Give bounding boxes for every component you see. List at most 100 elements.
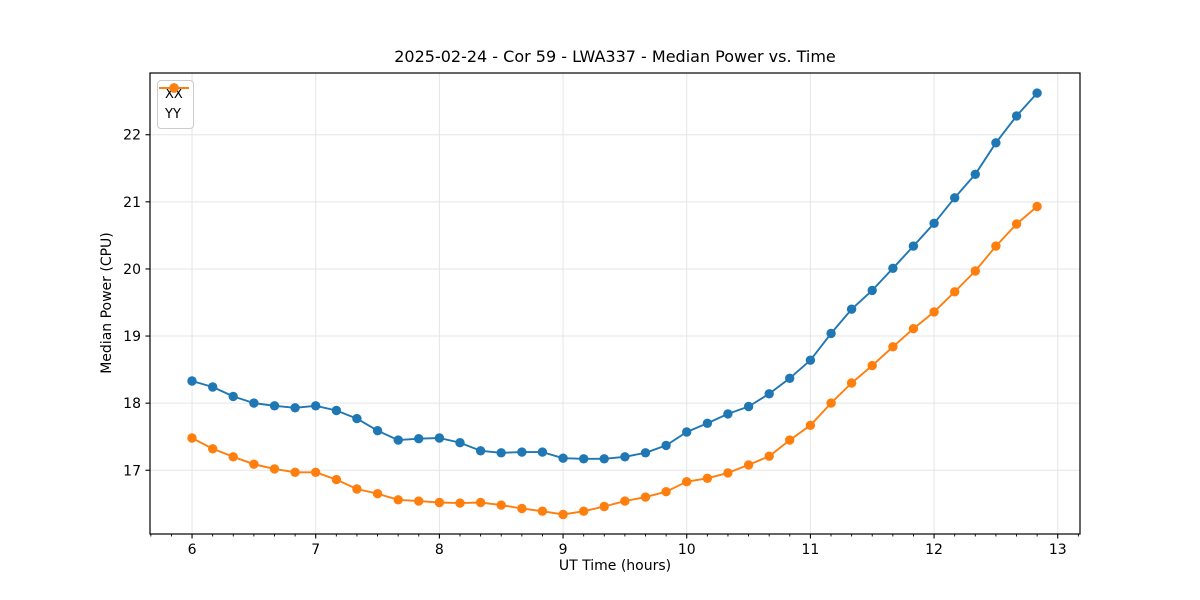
data-point-yy <box>785 435 795 445</box>
axes-frame <box>149 72 1081 535</box>
data-point-xx <box>846 304 857 314</box>
data-point-xx <box>434 433 445 443</box>
data-point-xx <box>249 398 259 408</box>
data-point-yy <box>599 501 609 512</box>
data-point-xx <box>743 401 754 412</box>
legend-label: XX <box>165 87 183 102</box>
data-point-xx <box>372 426 383 436</box>
y-tick-label: 18 <box>123 396 141 412</box>
data-point-yy <box>537 506 548 516</box>
data-point-xx <box>579 454 589 464</box>
data-point-xx <box>970 169 980 179</box>
data-point-xx <box>290 403 300 413</box>
data-point-yy <box>290 467 300 477</box>
data-point-xx <box>1032 88 1042 98</box>
x-tick-label: 7 <box>311 542 320 558</box>
data-point-yy <box>826 398 836 408</box>
data-point-xx <box>352 413 362 424</box>
data-point-xx <box>475 446 486 456</box>
data-point-xx <box>723 409 733 419</box>
legend-line-marker-swatch <box>159 83 189 93</box>
data-point-yy <box>352 484 362 494</box>
data-point-yy <box>1032 201 1042 212</box>
x-tick-label: 12 <box>925 542 943 558</box>
data-point-yy <box>620 496 630 506</box>
data-point-xx <box>661 440 671 451</box>
data-point-yy <box>908 324 919 334</box>
data-point-xx <box>599 454 609 464</box>
data-point-xx <box>991 138 1001 148</box>
data-point-xx <box>620 452 630 462</box>
legend: XX YY <box>157 80 194 129</box>
data-point-xx <box>805 355 816 365</box>
data-point-xx <box>867 285 877 296</box>
data-point-xx <box>228 391 238 402</box>
data-point-yy <box>702 473 713 483</box>
data-point-xx <box>496 448 506 458</box>
legend-item-yy: YY <box>159 83 189 124</box>
data-point-yy <box>579 506 589 516</box>
x-tick-label: 6 <box>188 542 197 558</box>
data-point-yy <box>372 489 383 499</box>
x-tick-label: 8 <box>435 542 444 558</box>
data-point-yy <box>805 420 816 430</box>
data-point-yy <box>311 467 321 477</box>
data-point-xx <box>929 218 939 228</box>
data-point-yy <box>208 444 218 454</box>
data-point-yy <box>517 503 527 514</box>
data-point-xx <box>950 193 960 203</box>
legend-label: YY <box>165 107 181 122</box>
x-tick-label: 13 <box>1049 542 1067 558</box>
data-point-xx <box>537 447 548 457</box>
data-point-yy <box>661 487 671 497</box>
data-point-xx <box>888 263 898 273</box>
data-point-yy <box>187 433 197 443</box>
data-point-xx <box>269 401 280 411</box>
data-point-xx <box>311 401 321 411</box>
data-point-yy <box>888 342 898 352</box>
y-tick-label: 17 <box>123 463 141 479</box>
series-line-yy <box>191 205 1038 516</box>
data-point-yy <box>434 497 445 508</box>
data-point-yy <box>929 307 939 317</box>
data-point-xx <box>764 389 774 399</box>
data-point-xx <box>640 448 651 458</box>
data-point-xx <box>785 373 795 383</box>
data-point-yy <box>846 378 857 388</box>
data-point-yy <box>331 474 342 485</box>
data-point-yy <box>269 464 280 474</box>
chart-title: 2025-02-24 - Cor 59 - LWA337 - Median Po… <box>394 47 836 66</box>
data-point-yy <box>743 460 754 470</box>
data-point-yy <box>455 498 465 508</box>
data-point-xx <box>187 376 197 386</box>
data-point-xx <box>393 435 403 445</box>
x-tick-label: 9 <box>559 542 568 558</box>
data-point-xx <box>908 241 919 251</box>
data-point-yy <box>414 496 424 506</box>
y-axis-label: Median Power (CPU) <box>99 232 115 374</box>
data-point-yy <box>970 266 980 276</box>
data-point-yy <box>1011 219 1022 229</box>
data-point-xx <box>414 434 424 444</box>
data-point-xx <box>455 438 465 448</box>
data-point-xx <box>208 382 218 392</box>
data-point-yy <box>640 492 651 502</box>
y-tick-label: 22 <box>123 128 141 144</box>
data-point-yy <box>249 459 259 469</box>
y-tick-label: 19 <box>123 329 141 345</box>
x-tick-label: 11 <box>801 542 819 558</box>
data-point-yy <box>723 468 733 478</box>
data-point-xx <box>517 447 527 457</box>
data-point-xx <box>682 427 692 437</box>
data-point-yy <box>475 497 486 508</box>
x-axis-label: UT Time (hours) <box>558 558 672 574</box>
data-point-yy <box>393 495 403 505</box>
x-tick-label: 10 <box>678 542 696 558</box>
data-point-yy <box>950 287 960 297</box>
data-point-xx <box>826 328 836 339</box>
data-point-yy <box>558 509 568 520</box>
data-point-yy <box>682 477 692 487</box>
data-point-yy <box>991 241 1001 251</box>
